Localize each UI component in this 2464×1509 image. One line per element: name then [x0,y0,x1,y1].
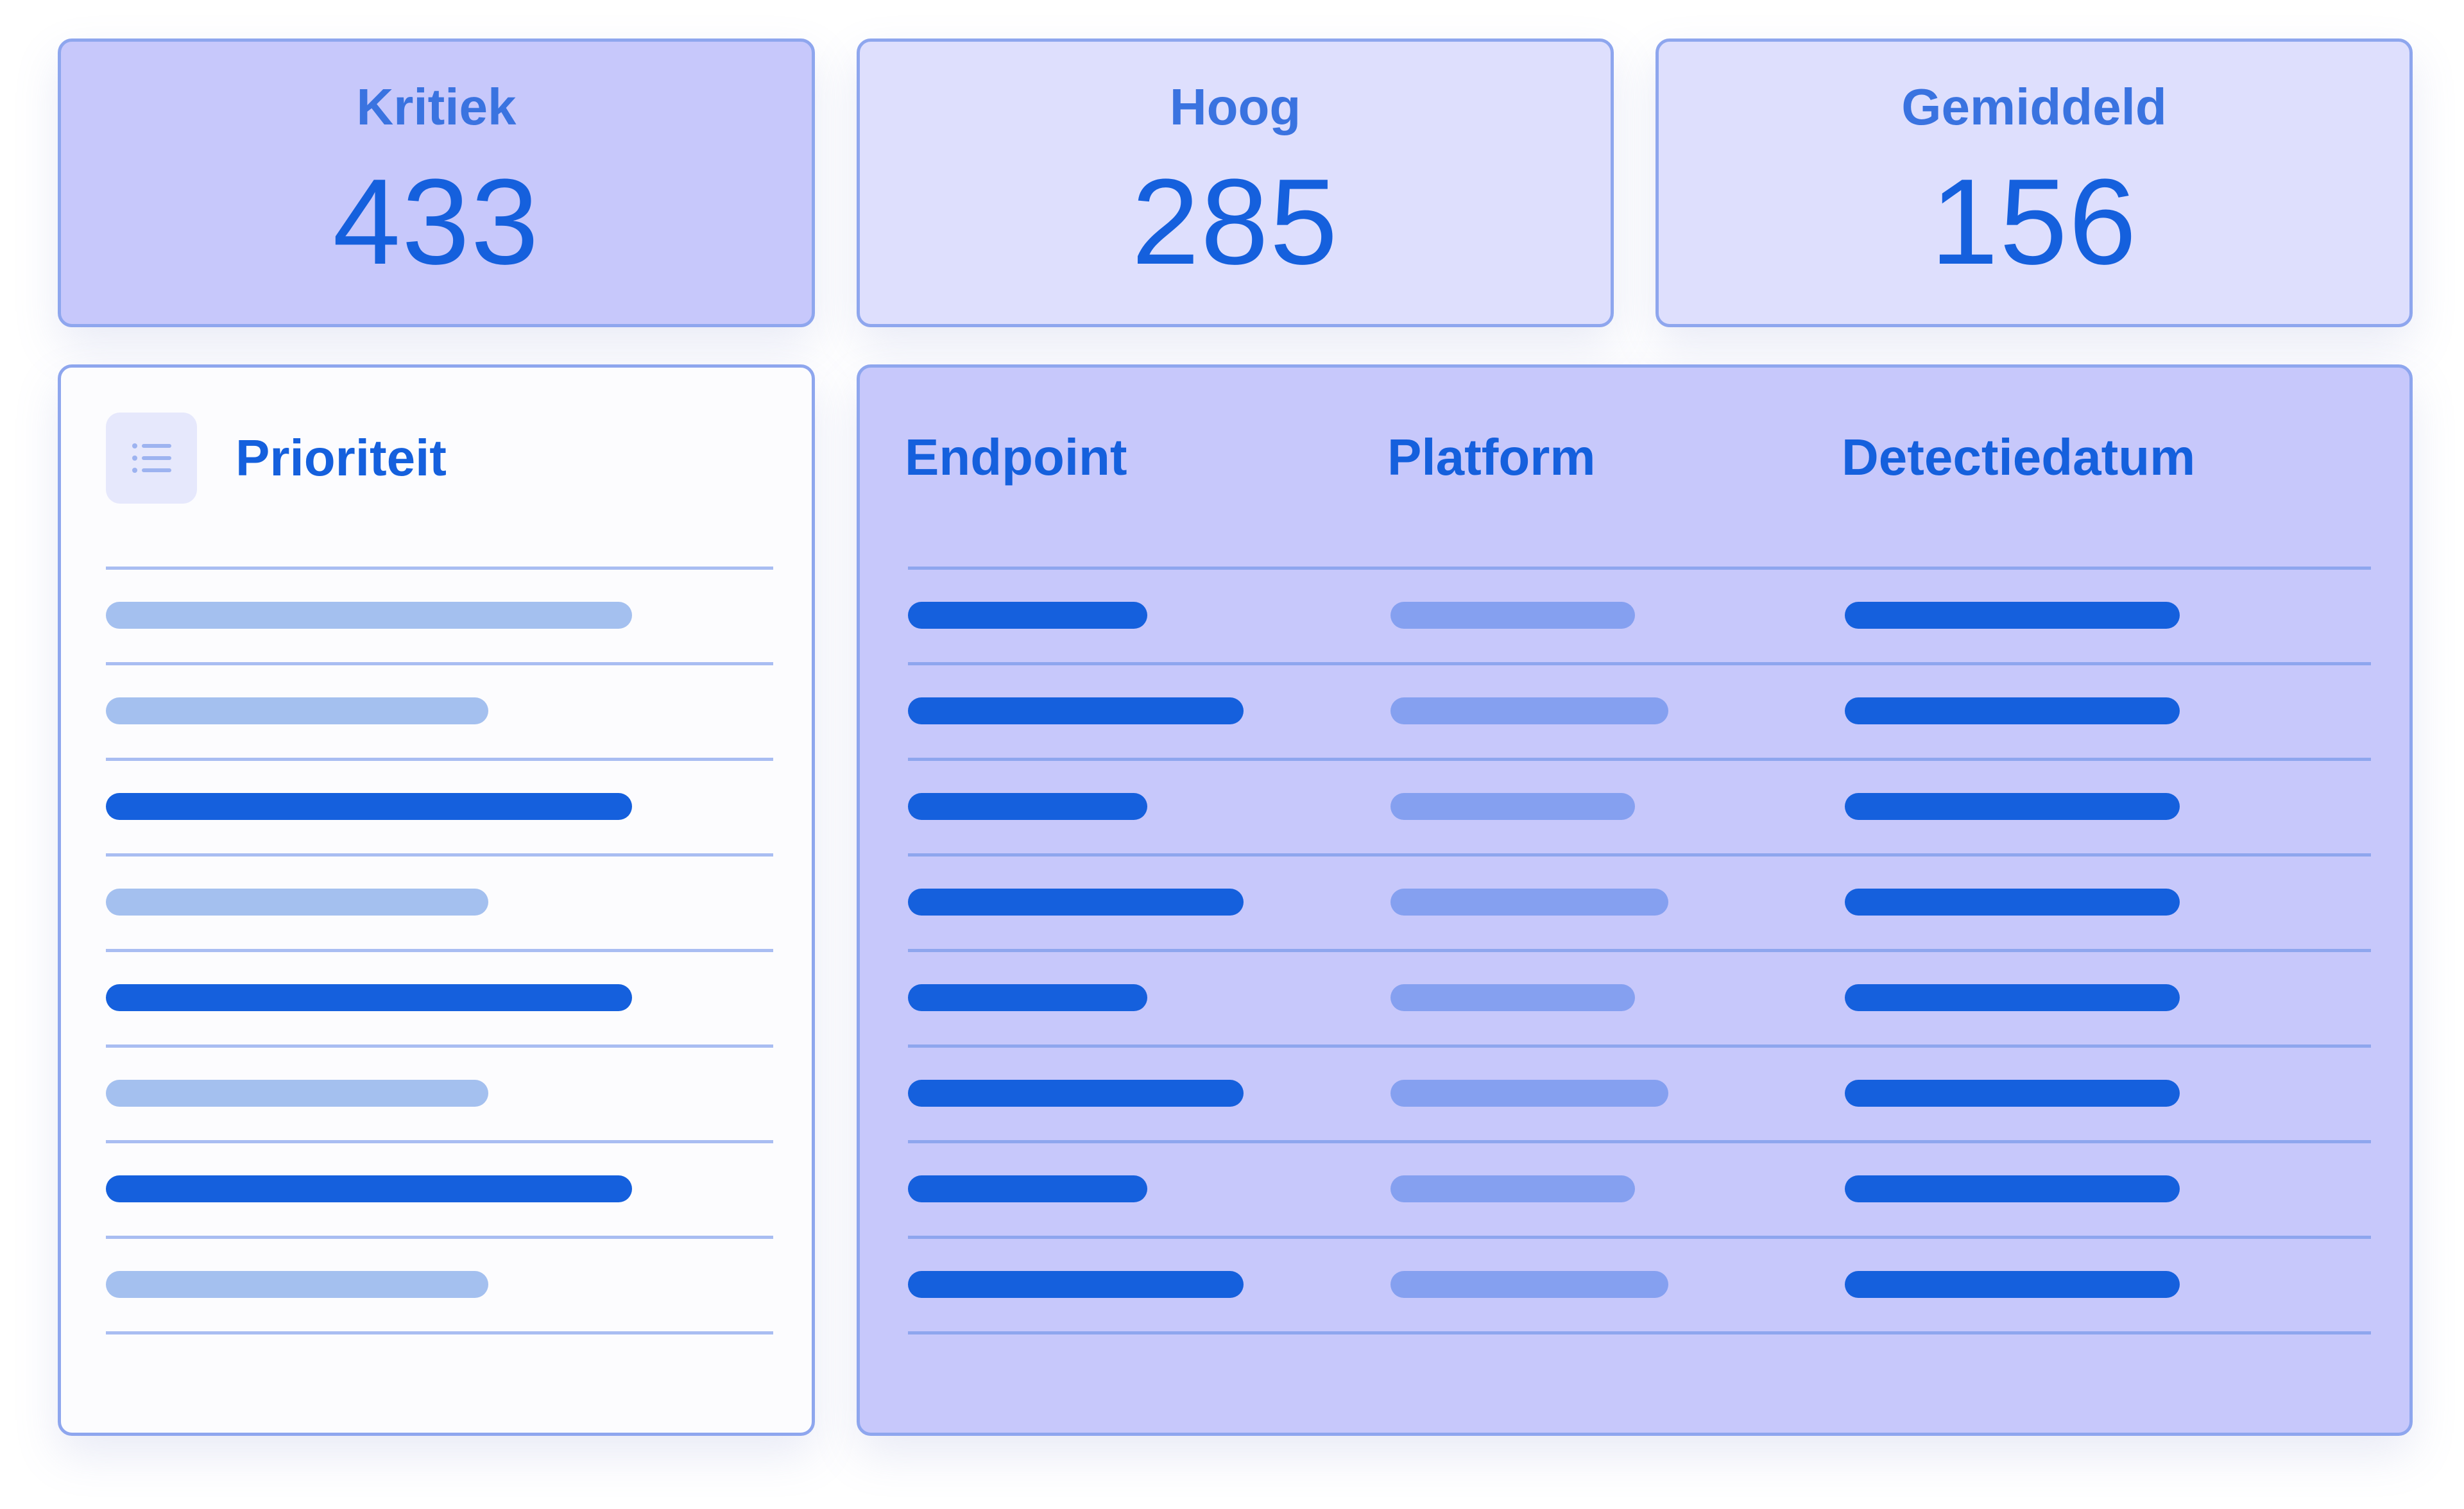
priority-title: Prioriteit [235,429,447,486]
placeholder-bar [106,1175,632,1202]
endpoint-cell [908,697,1244,724]
date-cell [1845,793,2180,820]
table-row[interactable] [908,758,2371,853]
date-cell [1845,889,2180,916]
endpoint-cell [908,1080,1244,1107]
endpoint-cell [908,602,1147,629]
platform-cell [1390,1175,1635,1202]
placeholder-bar [106,697,488,724]
table-row[interactable] [908,853,2371,949]
endpoint-cell [908,1271,1244,1298]
stat-card-average[interactable]: Gemiddeld 156 [1656,38,2413,327]
date-cell [1845,602,2180,629]
priority-panel: Prioriteit [58,364,815,1436]
column-header-platform[interactable]: Platform [1387,429,1596,486]
platform-cell [1390,984,1635,1011]
platform-cell [1390,602,1635,629]
date-cell [1845,1271,2180,1298]
stat-value: 156 [1930,154,2138,290]
list-item[interactable] [106,1044,773,1140]
table-header: Endpoint Platform Detectiedatum [860,432,2409,490]
stat-label: Gemiddeld [1901,78,2167,135]
date-cell [1845,984,2180,1011]
list-item[interactable] [106,662,773,758]
list-item[interactable] [106,853,773,949]
endpoint-table: Endpoint Platform Detectiedatum [857,364,2413,1436]
placeholder-bar [106,1271,488,1298]
placeholder-bar [106,793,632,820]
stat-label: Kritiek [356,78,517,135]
column-header-endpoint[interactable]: Endpoint [905,429,1127,486]
table-row[interactable] [908,949,2371,1044]
table-row[interactable] [908,1140,2371,1236]
placeholder-bar [106,602,632,629]
endpoint-cell [908,984,1147,1011]
column-header-detection-date[interactable]: Detectiedatum [1842,429,2196,486]
date-cell [1845,1080,2180,1107]
stat-value: 285 [1131,154,1339,290]
stat-label: Hoog [1169,78,1301,135]
placeholder-bar [106,1080,488,1107]
platform-cell [1390,793,1635,820]
date-cell [1845,1175,2180,1202]
stat-card-critical[interactable]: Kritiek 433 [58,38,815,327]
table-row[interactable] [908,662,2371,758]
list-item[interactable] [106,567,773,662]
platform-cell [1390,1271,1668,1298]
date-cell [1845,697,2180,724]
platform-cell [1390,697,1668,724]
endpoint-cell [908,793,1147,820]
table-row[interactable] [908,1236,2371,1334]
list-icon [106,413,197,504]
list-item[interactable] [106,1140,773,1236]
stat-value: 433 [332,154,540,290]
list-item[interactable] [106,1236,773,1334]
stat-card-high[interactable]: Hoog 285 [857,38,1614,327]
priority-list [106,567,773,1334]
list-item[interactable] [106,758,773,853]
placeholder-bar [106,889,488,916]
priority-header: Prioriteit [106,413,447,504]
table-body [908,567,2371,1334]
list-item[interactable] [106,949,773,1044]
platform-cell [1390,1080,1668,1107]
table-row[interactable] [908,1044,2371,1140]
endpoint-cell [908,889,1244,916]
endpoint-cell [908,1175,1147,1202]
table-row[interactable] [908,567,2371,662]
placeholder-bar [106,984,632,1011]
platform-cell [1390,889,1668,916]
